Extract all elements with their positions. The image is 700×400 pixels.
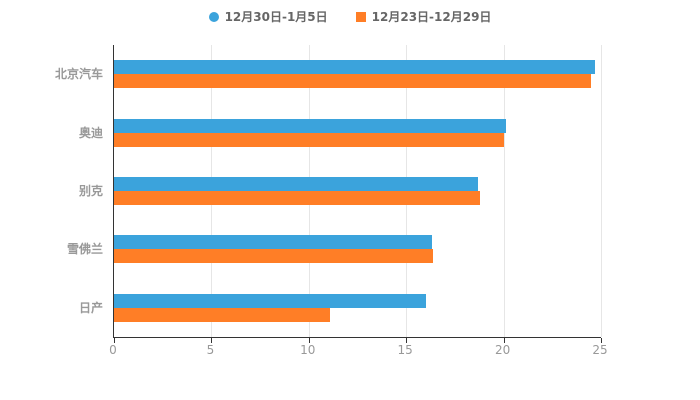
y-axis-category-label: 北京汽车 [54,67,103,82]
x-axis-tick-label: 25 [592,343,608,357]
plot-area [113,45,602,343]
x-axis-tick-label: 15 [397,343,413,357]
gridline [503,45,505,337]
x-axis-labels: 0 5 10 15 20 25 [109,343,607,363]
y-axis-category-label: 雪佛兰 [66,242,103,257]
bar-日产-series2 [114,307,331,322]
x-axis-tick [211,338,213,343]
x-axis-tick-label: 10 [300,343,316,357]
x-axis-tick-label: 5 [206,343,215,357]
x-axis-tick [503,338,505,343]
chart-legend: 12月30日-1月5日 12月23日-12月29日 [0,8,700,25]
y-axis-category-label: 别克 [78,184,103,198]
y-axis-labels: 北京汽车奥迪别克雪佛兰日产 [0,45,103,337]
bar-别克-series1 [114,177,479,191]
series1-legend-marker-icon [208,11,219,22]
series2-legend-marker-icon [355,11,366,22]
bar-雪佛兰-series2 [114,249,434,264]
x-axis-tick [406,338,408,343]
x-axis-tick [114,338,115,343]
y-axis-category-label: 奥迪 [78,125,103,140]
x-axis-tick-label: 0 [109,343,117,357]
bar-北京汽车-series2 [114,74,592,89]
legend-item-series1[interactable]: 12月30日-1月5日 [208,8,328,25]
x-axis-tick-label: 20 [494,343,511,357]
x-axis-tick [308,338,310,343]
bar-北京汽车-series1 [114,60,596,75]
legend-item-series2[interactable]: 12月23日-12月29日 [355,8,492,25]
gridline [601,45,602,337]
series1-legend-label: 12月30日-1月5日 [224,10,328,24]
series2-legend-label: 12月23日-12月29日 [371,10,492,24]
bar-奥迪-series2 [114,132,504,147]
x-axis-tick [601,338,602,343]
bar-雪佛兰-series1 [114,235,432,250]
bar-日产-series1 [114,293,426,308]
bar-奥迪-series1 [114,118,506,133]
bar-别克-series2 [114,191,481,205]
y-axis-category-label: 日产 [78,300,103,315]
